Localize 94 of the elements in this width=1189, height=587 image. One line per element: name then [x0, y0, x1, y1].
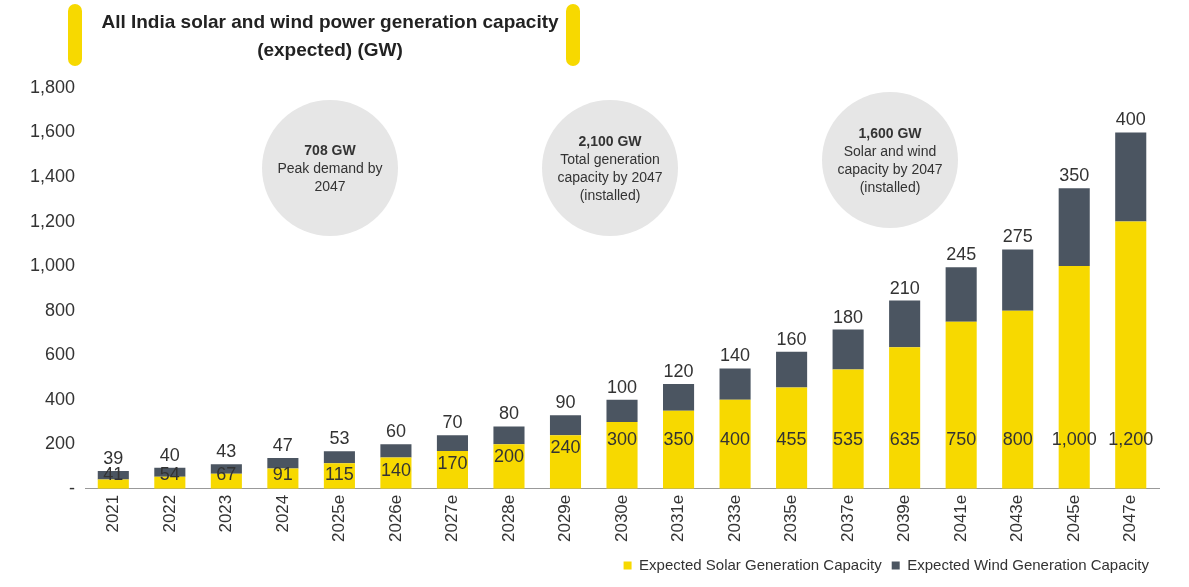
y-tick-label: - [69, 477, 76, 498]
bar [889, 300, 921, 348]
y-tick-label: 400 [45, 388, 76, 409]
bar [719, 399, 751, 489]
bar [493, 426, 525, 445]
x-tick-label: 2021 [102, 494, 122, 533]
data-label: 39 [103, 447, 124, 468]
data-label: 80 [498, 403, 519, 424]
y-tick-label: 1,400 [30, 166, 76, 187]
x-tick-label: 2023 [216, 494, 236, 533]
bar [380, 444, 412, 458]
y-tick-label: 1,600 [30, 121, 76, 142]
data-label: 60 [385, 421, 406, 442]
data-label: 120 [663, 361, 694, 382]
data-label: 245 [946, 244, 977, 265]
data-label: 53 [329, 428, 350, 449]
data-label: 275 [1002, 226, 1033, 247]
bar [1002, 249, 1034, 311]
y-tick-label: 600 [45, 344, 76, 365]
x-tick-label: 2028e [498, 494, 518, 543]
bar [945, 267, 977, 322]
x-tick-label: 2041e [950, 494, 970, 543]
data-label: 180 [833, 306, 864, 327]
data-label: 160 [776, 328, 807, 349]
x-tick-label: 2022 [159, 494, 179, 533]
data-label: 750 [946, 428, 977, 449]
legend-label: Expected Wind Generation Capacity [907, 555, 1150, 573]
x-tick-label: 2043e [1007, 494, 1027, 543]
annotation: 2,100 GW Total generation capacity by 2047 (installed) [556, 132, 664, 204]
data-label: 350 [1059, 165, 1090, 186]
data-label: 40 [159, 444, 180, 465]
bar [323, 451, 355, 464]
bar [1115, 132, 1147, 222]
bar [832, 329, 864, 370]
x-tick-label: 2024 [272, 494, 292, 533]
x-tick-label: 2035e [781, 494, 801, 543]
y-tick-label: 800 [45, 299, 76, 320]
data-label: 91 [272, 463, 293, 484]
annotation: 1,600 GW Solar and wind capacity by 2047 (installed) [836, 124, 944, 196]
data-label: 70 [442, 412, 463, 433]
bar [549, 415, 582, 436]
circle-badge: 708 GW Peak demand by 2047 [262, 100, 398, 236]
data-label: 115 [325, 463, 354, 484]
bar [776, 387, 808, 489]
data-label: 140 [720, 345, 751, 366]
data-label: 170 [437, 452, 468, 473]
data-label: 350 [663, 428, 694, 449]
data-label: 140 [380, 459, 411, 480]
data-label: 200 [493, 446, 524, 467]
bar [606, 421, 638, 489]
bar [606, 399, 638, 422]
y-tick-label: 1,800 [30, 76, 76, 97]
x-tick-label: 2027e [442, 494, 462, 543]
data-label: 455 [776, 428, 807, 449]
chart-title: All India solar and wind power generation capacity (expected) (GW) [100, 10, 560, 62]
data-label: 100 [607, 376, 638, 397]
x-tick-label: 2033e [724, 494, 744, 543]
data-label: 43 [216, 441, 237, 462]
x-tick-label: 2037e [837, 494, 857, 543]
data-label: 47 [272, 434, 293, 455]
bar [1058, 188, 1090, 267]
x-tick-label: 2047e [1120, 494, 1140, 543]
bar [776, 351, 808, 388]
data-label: 90 [555, 392, 576, 413]
circle-badge: 2,100 GW Total generation capacity by 2047 (installed) [542, 100, 678, 236]
x-tick-label: 2026e [385, 494, 405, 543]
legend-label: Expected Solar Generation Capacity [639, 555, 883, 573]
data-label: 400 [1115, 109, 1146, 130]
bar [1002, 310, 1034, 489]
y-tick-label: 1,200 [30, 210, 76, 231]
x-tick-label: 2031e [668, 494, 688, 543]
y-tick-label: 200 [45, 433, 76, 454]
bar [945, 321, 977, 489]
bar [889, 347, 921, 489]
annotation: 708 GW Peak demand by 2047 [276, 141, 384, 195]
data-label: 210 [889, 277, 920, 298]
data-label: 800 [1002, 428, 1033, 449]
circle-badge: 1,600 GW Solar and wind capacity by 2047 (installed) [822, 92, 958, 228]
data-label: 535 [833, 428, 864, 449]
x-tick-label: 2029e [555, 494, 575, 543]
bar [832, 369, 864, 489]
data-label: 240 [550, 437, 581, 458]
x-tick-label: 2039e [894, 494, 914, 543]
x-tick-label: 2045e [1063, 494, 1083, 543]
bar [436, 435, 468, 451]
data-label: 400 [720, 428, 751, 449]
data-label: 635 [889, 428, 920, 449]
data-label: 300 [607, 428, 638, 449]
x-tick-label: 2030e [611, 494, 631, 543]
bar [663, 384, 695, 411]
y-tick-label: 1,000 [30, 255, 76, 276]
x-tick-label: 2025e [329, 494, 349, 543]
bar [267, 458, 299, 469]
bar [719, 368, 751, 400]
